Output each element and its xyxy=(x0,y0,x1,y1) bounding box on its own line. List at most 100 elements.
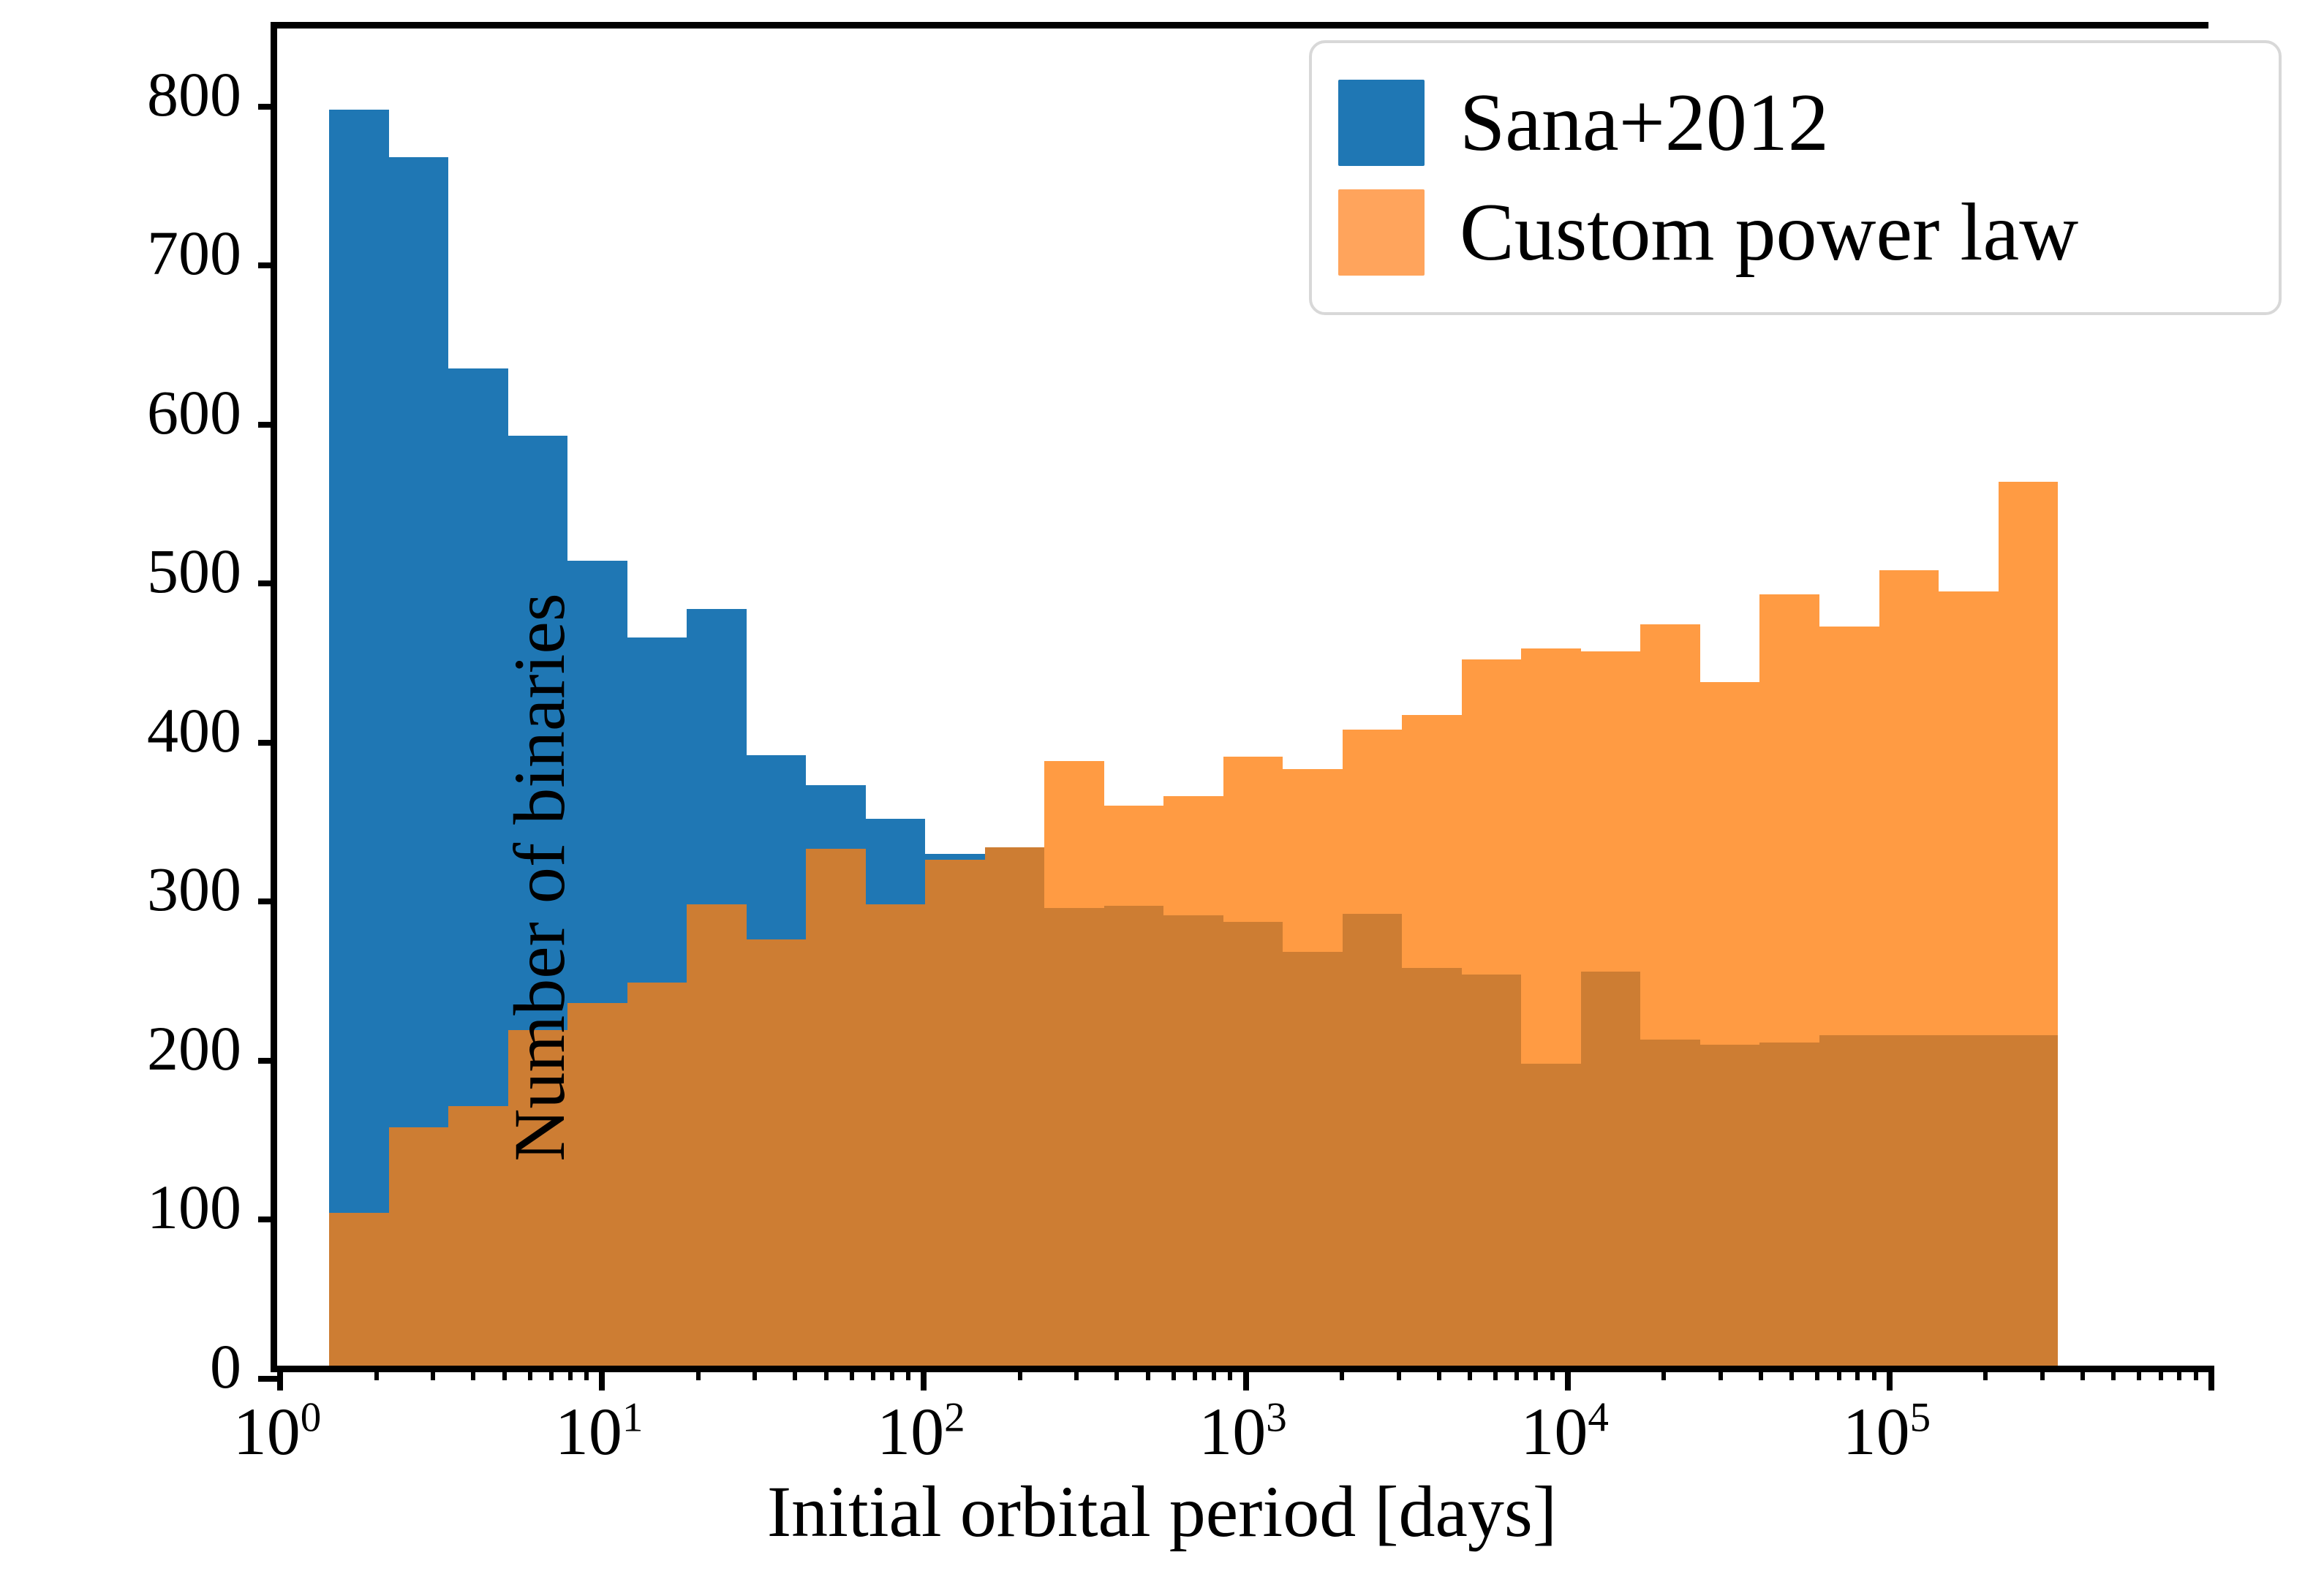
x-tick-mark-minor xyxy=(374,1366,379,1380)
x-tick-label: 104 xyxy=(1520,1394,1609,1469)
y-tick-label: 400 xyxy=(147,695,241,765)
x-tick-mark-minor xyxy=(1017,1366,1022,1380)
y-tick-label: 0 xyxy=(210,1331,241,1401)
x-tick-mark-minor xyxy=(548,1366,554,1380)
histogram-bar xyxy=(1879,570,1939,1366)
x-tick-mark-minor xyxy=(527,1366,532,1380)
y-axis-title: Number of binaries xyxy=(499,593,580,1162)
x-tick-mark-minor xyxy=(871,1366,876,1380)
y-tick-label: 700 xyxy=(147,218,241,289)
histogram-bar xyxy=(1223,756,1283,1366)
y-tick-label: 800 xyxy=(147,58,241,129)
y-tick-mark xyxy=(258,1376,277,1382)
x-tick-mark-minor xyxy=(1789,1366,1795,1380)
plot-area xyxy=(258,22,2214,1391)
histogram-bar xyxy=(1283,769,1343,1366)
x-tick-label: 101 xyxy=(554,1394,644,1469)
histogram-bar xyxy=(865,904,926,1366)
x-tick-label: 102 xyxy=(877,1394,965,1469)
x-tick-mark-minor xyxy=(695,1366,701,1380)
histogram-bar xyxy=(746,939,807,1366)
x-tick-mark-major xyxy=(277,1366,283,1391)
x-tick-mark-minor xyxy=(1074,1366,1079,1380)
histogram-bar xyxy=(1759,594,1819,1366)
x-tick-mark-minor xyxy=(1815,1366,1820,1380)
histogram-bar xyxy=(1998,481,2059,1366)
legend-item-sana2012[interactable]: Sana+2012 xyxy=(1338,68,2257,178)
x-tick-mark-minor xyxy=(2080,1366,2085,1380)
histogram-bar xyxy=(806,849,866,1366)
x-tick-mark-minor xyxy=(752,1366,758,1380)
legend-label-sana2012: Sana+2012 xyxy=(1460,77,1829,168)
x-tick-label: 100 xyxy=(233,1394,322,1469)
x-tick-mark-minor xyxy=(471,1366,475,1380)
x-tick-mark-minor xyxy=(2193,1366,2198,1380)
x-tick-mark-minor xyxy=(906,1366,911,1380)
y-tick-label: 600 xyxy=(147,377,241,447)
histogram-bar xyxy=(1699,681,1760,1366)
y-tick-mark xyxy=(258,1217,277,1223)
x-tick-mark-minor xyxy=(2158,1366,2163,1380)
histogram-bar xyxy=(627,982,687,1366)
histogram-bar xyxy=(1044,761,1104,1366)
histogram-bar xyxy=(567,1003,627,1366)
x-tick-mark-minor xyxy=(1983,1366,1988,1380)
x-tick-mark-minor xyxy=(502,1366,507,1380)
histogram-bar xyxy=(1402,715,1462,1366)
y-tick-label: 300 xyxy=(147,854,241,925)
x-tick-mark-major xyxy=(1886,1366,1893,1391)
y-tick-mark xyxy=(258,103,277,110)
x-tick-mark-minor xyxy=(2177,1366,2182,1380)
y-tick-mark xyxy=(258,898,277,905)
histogram-bar xyxy=(448,1106,508,1366)
x-tick-mark-minor xyxy=(1550,1366,1555,1380)
x-tick-mark-minor xyxy=(1468,1366,1473,1380)
legend-swatch-custom-power-law xyxy=(1338,189,1425,276)
x-tick-mark-major xyxy=(2208,1366,2214,1391)
x-tick-mark-minor xyxy=(1211,1366,1216,1380)
histogram-bar xyxy=(1640,624,1700,1366)
y-tick-mark xyxy=(258,1057,277,1064)
y-tick-label: 200 xyxy=(147,1013,241,1083)
x-tick-mark-minor xyxy=(823,1366,829,1380)
histogram-bar xyxy=(329,109,389,1366)
x-tick-mark-minor xyxy=(1340,1366,1344,1380)
histogram-bar xyxy=(1103,806,1164,1366)
x-tick-mark-minor xyxy=(1836,1366,1841,1380)
x-axis-title: Initial orbital period [days] xyxy=(766,1471,1558,1552)
x-tick-mark-minor xyxy=(849,1366,854,1380)
x-tick-mark-minor xyxy=(1514,1366,1520,1380)
x-tick-mark-minor xyxy=(1145,1366,1150,1380)
y-tick-mark xyxy=(258,421,277,428)
x-tick-mark-minor xyxy=(1758,1366,1763,1380)
histogram-bar xyxy=(1461,659,1522,1366)
histogram-bar xyxy=(687,904,747,1366)
plot-canvas xyxy=(277,29,2208,1366)
x-tick-mark-minor xyxy=(2137,1366,2142,1380)
x-tick-mark-major xyxy=(1242,1366,1249,1391)
histogram-bar xyxy=(925,860,985,1366)
series-custom-power-law xyxy=(277,29,2208,1366)
x-tick-label: 103 xyxy=(1199,1394,1287,1469)
legend-item-custom-power-law[interactable]: Custom power law xyxy=(1338,178,2257,287)
x-tick-mark-minor xyxy=(1171,1366,1176,1380)
x-tick-mark-major xyxy=(1564,1366,1571,1391)
x-tick-mark-minor xyxy=(2111,1366,2116,1380)
x-tick-mark-minor xyxy=(1533,1366,1538,1380)
x-tick-mark-minor xyxy=(1228,1366,1233,1380)
y-tick-mark xyxy=(258,262,277,269)
x-tick-mark-minor xyxy=(1661,1366,1667,1380)
legend-label-custom-power-law: Custom power law xyxy=(1460,187,2079,278)
legend[interactable]: Sana+2012 Custom power law xyxy=(1309,40,2282,315)
histogram-bar xyxy=(1342,729,1403,1366)
histogram-bar xyxy=(1939,591,1999,1366)
histogram-bar xyxy=(1521,648,1581,1366)
histogram-bar xyxy=(1819,626,1879,1366)
y-tick-mark xyxy=(258,739,277,746)
x-tick-mark-minor xyxy=(1396,1366,1401,1380)
x-tick-mark-minor xyxy=(1193,1366,1198,1380)
y-tick-mark xyxy=(258,580,277,587)
x-tick-mark-minor xyxy=(1718,1366,1723,1380)
x-tick-mark-minor xyxy=(1493,1366,1498,1380)
